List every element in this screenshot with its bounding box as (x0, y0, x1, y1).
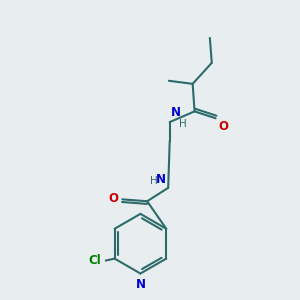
Text: N: N (156, 172, 166, 186)
Text: O: O (219, 120, 229, 133)
Text: N: N (170, 106, 181, 119)
Text: O: O (109, 192, 118, 205)
Text: Cl: Cl (88, 254, 101, 267)
Text: H: H (179, 119, 187, 129)
Text: N: N (135, 278, 146, 292)
Text: H: H (150, 176, 158, 186)
